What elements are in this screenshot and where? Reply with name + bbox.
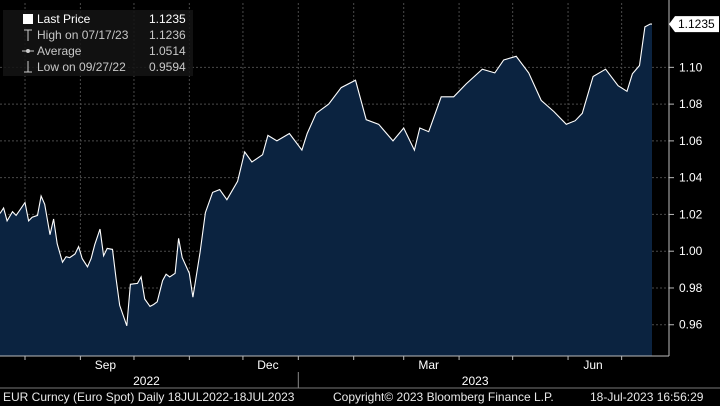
x-month-label: Dec bbox=[257, 358, 278, 372]
legend-last-price-value: 1.1235 bbox=[149, 12, 186, 26]
y-tick-label: 1.00 bbox=[679, 244, 703, 258]
legend-high-label: High on 07/17/23 bbox=[37, 28, 129, 42]
axes bbox=[0, 0, 720, 389]
footer-copyright: Copyright© 2023 Bloomberg Finance L.P. bbox=[333, 390, 554, 404]
y-tick-label: 1.02 bbox=[679, 207, 703, 221]
legend-high: High on 07/17/23 1.1236 bbox=[3, 27, 193, 43]
footer-instrument: EUR Curncy (Euro Spot) Daily 18JUL2022-1… bbox=[3, 390, 295, 404]
footer: EUR Curncy (Euro Spot) Daily 18JUL2022-1… bbox=[0, 389, 720, 406]
y-tick-label: 0.98 bbox=[679, 281, 703, 295]
last-price-tag: 1.1235 bbox=[669, 16, 719, 33]
legend: Last Price 1.1235 High on 07/17/23 1.123… bbox=[3, 10, 193, 76]
axis-labels: 0.96 0.98 1.00 1.02 1.04 1.06 1.08 1.10 Sep Dec Ma… bbox=[95, 60, 703, 388]
y-tick-label: 1.10 bbox=[679, 60, 703, 74]
y-tick-label: 1.08 bbox=[679, 97, 703, 111]
y-tick-label: 0.96 bbox=[679, 318, 703, 332]
x-year-label: 2023 bbox=[462, 374, 489, 388]
x-month-label: Jun bbox=[583, 358, 602, 372]
low-marker-icon bbox=[21, 59, 35, 75]
last-price-tag-label: 1.1235 bbox=[678, 17, 715, 31]
legend-last-price-label: Last Price bbox=[37, 12, 91, 26]
legend-low: Low on 09/27/22 0.9594 bbox=[3, 59, 193, 75]
x-month-label: Sep bbox=[95, 358, 117, 372]
legend-average-value: 1.0514 bbox=[149, 44, 186, 58]
legend-average: Average 1.0514 bbox=[3, 43, 193, 59]
price-line bbox=[0, 23, 653, 326]
y-tick-label: 1.04 bbox=[679, 171, 703, 185]
average-marker-icon bbox=[21, 43, 35, 59]
legend-average-label: Average bbox=[37, 44, 82, 58]
legend-high-value: 1.1236 bbox=[149, 28, 186, 42]
legend-last-price: Last Price 1.1235 bbox=[3, 11, 193, 27]
footer-timestamp: 18-Jul-2023 16:56:29 bbox=[590, 390, 704, 404]
x-year-label: 2022 bbox=[133, 374, 160, 388]
last-price-tag-box bbox=[669, 16, 719, 33]
legend-low-value: 0.9594 bbox=[149, 60, 186, 74]
square-icon bbox=[21, 11, 35, 27]
high-marker-icon bbox=[21, 27, 35, 43]
legend-low-label: Low on 09/27/22 bbox=[37, 60, 126, 74]
y-tick-label: 1.06 bbox=[679, 134, 703, 148]
x-month-label: Mar bbox=[418, 358, 439, 372]
price-area-fill bbox=[0, 24, 652, 356]
